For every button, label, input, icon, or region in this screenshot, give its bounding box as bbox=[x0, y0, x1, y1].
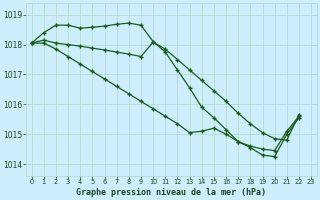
X-axis label: Graphe pression niveau de la mer (hPa): Graphe pression niveau de la mer (hPa) bbox=[76, 188, 266, 197]
